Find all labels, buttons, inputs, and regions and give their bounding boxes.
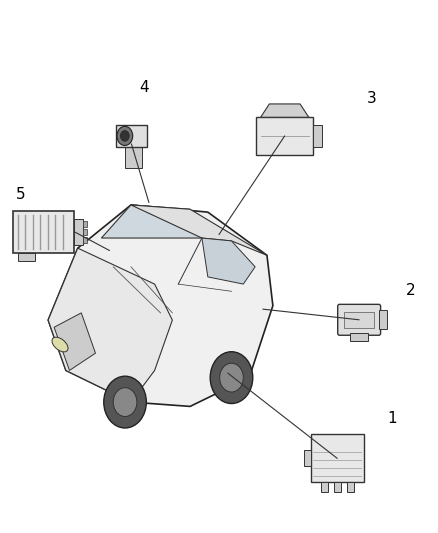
Circle shape bbox=[104, 376, 146, 428]
Polygon shape bbox=[54, 313, 95, 370]
Bar bbox=[83, 221, 87, 227]
Text: 4: 4 bbox=[139, 80, 148, 95]
FancyBboxPatch shape bbox=[338, 304, 381, 335]
Circle shape bbox=[210, 352, 253, 403]
Bar bbox=[13, 211, 74, 253]
Bar bbox=[334, 482, 341, 492]
Bar bbox=[125, 147, 142, 168]
Polygon shape bbox=[131, 205, 267, 255]
Ellipse shape bbox=[52, 337, 68, 352]
Bar bbox=[350, 333, 368, 341]
Bar bbox=[83, 237, 87, 243]
Polygon shape bbox=[261, 104, 309, 117]
Text: 5: 5 bbox=[16, 187, 26, 202]
Text: 2: 2 bbox=[406, 283, 416, 298]
Polygon shape bbox=[48, 205, 273, 406]
Polygon shape bbox=[101, 205, 202, 238]
Bar bbox=[256, 117, 313, 155]
Circle shape bbox=[219, 364, 243, 392]
Text: 1: 1 bbox=[387, 411, 397, 426]
Bar bbox=[304, 450, 311, 466]
Polygon shape bbox=[202, 238, 255, 284]
Bar bbox=[321, 482, 328, 492]
Bar bbox=[311, 434, 364, 482]
Bar bbox=[83, 229, 87, 235]
Bar bbox=[313, 125, 322, 147]
Bar bbox=[18, 253, 35, 261]
Bar bbox=[344, 312, 374, 328]
Bar bbox=[74, 219, 83, 245]
Circle shape bbox=[117, 126, 133, 146]
Polygon shape bbox=[48, 248, 173, 402]
Bar bbox=[347, 482, 354, 492]
Circle shape bbox=[120, 131, 129, 141]
Bar bbox=[379, 310, 387, 329]
Text: 3: 3 bbox=[367, 91, 376, 106]
Bar bbox=[116, 125, 147, 147]
Circle shape bbox=[113, 387, 137, 416]
